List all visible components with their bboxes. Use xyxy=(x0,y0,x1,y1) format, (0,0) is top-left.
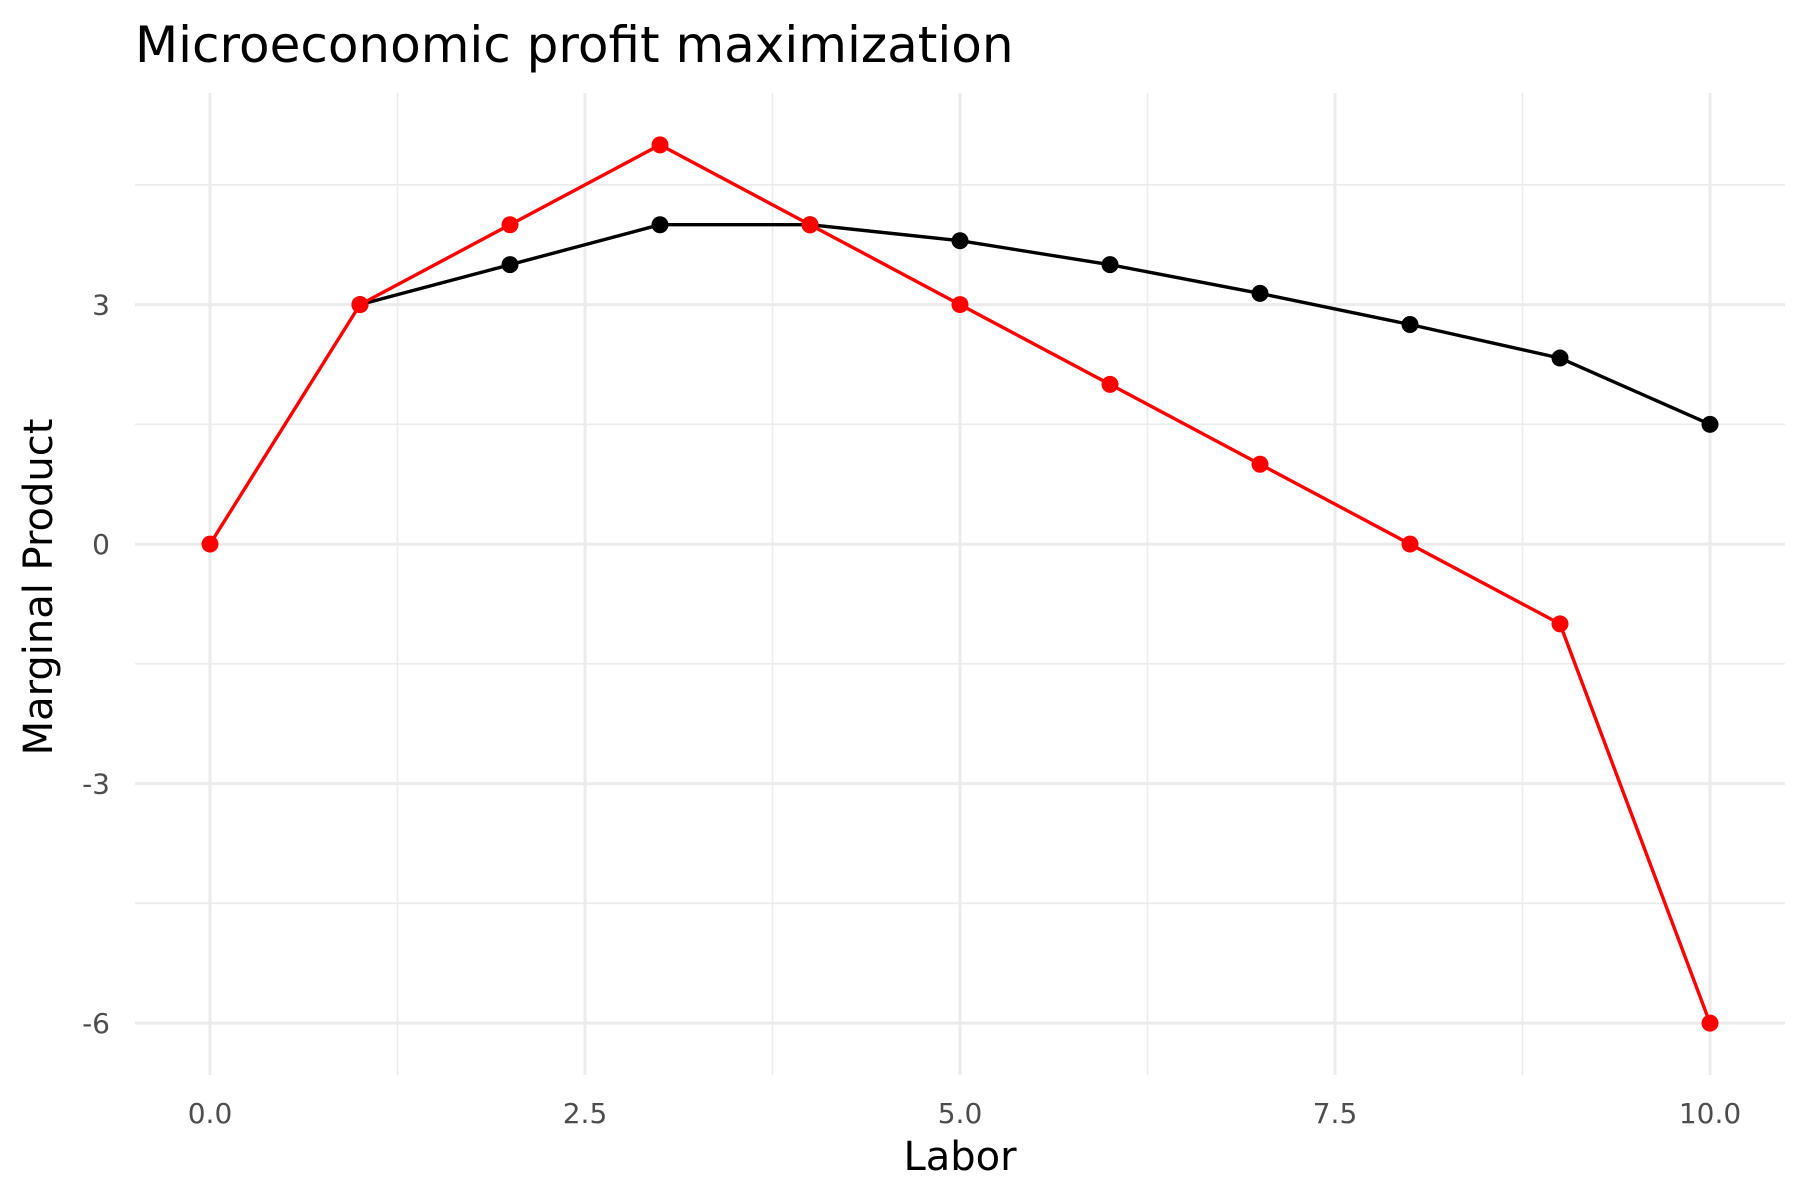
series-1-point-8 xyxy=(1401,535,1419,553)
series-0-point-5 xyxy=(1101,256,1119,274)
chart-title: Microeconomic profit maximization xyxy=(135,16,1014,74)
series-0-point-7 xyxy=(1401,316,1419,334)
series-1-point-4 xyxy=(801,216,819,234)
y-tick-label-3: 3 xyxy=(92,289,110,322)
y-axis-ticks: -6 -3 0 3 xyxy=(82,289,110,1041)
y-tick-label-2: 0 xyxy=(92,528,110,561)
x-tick-label-0: 0.0 xyxy=(188,1097,233,1130)
series-1-point-5 xyxy=(951,296,969,314)
x-tick-label-4: 10.0 xyxy=(1679,1097,1741,1130)
series-0-point-6 xyxy=(1251,284,1269,302)
x-tick-label-1: 2.5 xyxy=(563,1097,608,1130)
y-axis-title: Marginal Product xyxy=(16,419,62,756)
series-1-point-9 xyxy=(1551,615,1569,633)
x-axis-ticks: 0.0 2.5 5.0 7.5 10.0 xyxy=(188,1097,1741,1130)
series-0 xyxy=(351,216,1719,433)
y-tick-label-1: -3 xyxy=(82,768,110,801)
x-axis-title: Labor xyxy=(903,1134,1017,1180)
series-1-point-10 xyxy=(1701,1014,1719,1032)
series-0-point-1 xyxy=(501,256,519,274)
series-1-point-6 xyxy=(1101,375,1119,393)
series-1-point-0 xyxy=(201,535,219,553)
series-1-point-2 xyxy=(501,216,519,234)
series-0-point-2 xyxy=(651,216,669,234)
series-1 xyxy=(201,136,1719,1032)
series-1-point-3 xyxy=(651,136,669,154)
x-tick-label-3: 7.5 xyxy=(1313,1097,1358,1130)
series-1-point-1 xyxy=(351,296,369,314)
series-0-point-4 xyxy=(951,232,969,250)
series-1-point-7 xyxy=(1251,455,1269,473)
series-0-line xyxy=(359,222,1711,426)
x-tick-label-2: 5.0 xyxy=(938,1097,983,1130)
series-0-point-9 xyxy=(1701,415,1719,433)
series-layer xyxy=(201,136,1719,1032)
series-0-point-8 xyxy=(1551,349,1569,367)
y-tick-label-0: -6 xyxy=(82,1007,110,1040)
